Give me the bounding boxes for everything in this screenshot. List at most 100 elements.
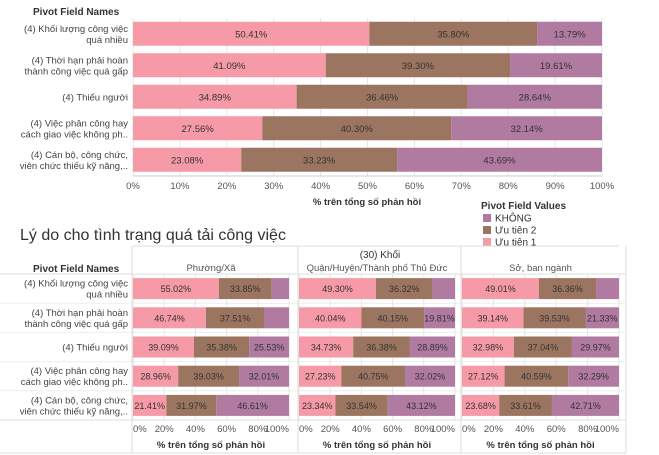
chart2-bar-khong <box>405 365 455 387</box>
chart1-bar-uu-tien-1 <box>133 53 326 78</box>
chart2-facet-label: Sở, ban ngành <box>509 263 572 274</box>
chart1-x-tick: 100% <box>590 181 615 192</box>
chart1-x-tick: 80% <box>499 181 519 192</box>
chart2-panel: Phường/Xã 0% 20% 40% 60% 80%100%% trên tổng s… <box>131 246 290 453</box>
chart2-bar-uu-tien-1 <box>133 365 179 387</box>
chart2-data-label: 32.01% <box>249 372 280 382</box>
chart1-category-label: (4) Khối lượng công việc quá nhiều <box>24 24 128 46</box>
chart1-category-label: (4) Việc phân công hay cách giao việc khô… <box>21 118 128 140</box>
chart2-x-axis-label: % trên tổng số phản hồi <box>323 440 431 451</box>
chart2-x-tick: 20% <box>321 424 341 435</box>
chart2-data-label: 21.41% <box>134 401 165 411</box>
chart2-x-axis-label: % trên tổng số phản hồi <box>157 440 265 451</box>
chart2-x-tick: 0% <box>133 424 147 435</box>
chart1-data-label: 33.23% <box>303 155 336 166</box>
legend-label: KHÔNG <box>495 212 532 225</box>
chart2-bar-uu-tien-1 <box>133 278 219 300</box>
chart2-data-label: 49.01% <box>485 284 516 294</box>
chart2-bar-uu-tien-2 <box>205 307 265 329</box>
chart1-category-label: (4) Thiếu người <box>62 92 128 103</box>
chart2-data-label: 29.97% <box>580 343 611 353</box>
chart1-data-label: 19.61% <box>540 61 573 72</box>
chart1-bar-khong <box>451 116 602 141</box>
chart2-bar-khong <box>271 278 289 300</box>
chart2-bar-khong <box>551 394 619 416</box>
chart2-data-label: 46.61% <box>237 401 268 411</box>
chart2-bar-uu-tien-1 <box>462 365 505 387</box>
chart2-data-label: 27.12% <box>468 372 499 382</box>
chart2-bar-khong <box>239 365 289 387</box>
chart2-data-label: 33.61% <box>510 401 541 411</box>
chart1-x-tick: 40% <box>311 181 331 192</box>
chart2-x-tick: 80% <box>578 424 598 435</box>
chart2-data-label: 40.75% <box>358 372 389 382</box>
chart2-facet-frame <box>0 245 627 454</box>
chart2-data-label: 46.74% <box>154 313 185 323</box>
chart2-bar-khong <box>387 394 455 416</box>
chart2-bar-uu-tien-2 <box>178 365 240 387</box>
chart2-title: Lý do cho tình trạng quá tải công việc <box>20 227 286 244</box>
chart2-x-tick: 40% <box>515 424 535 435</box>
chart1-data-label: 32.14% <box>511 124 544 135</box>
chart2-data-label: 55.02% <box>161 284 192 294</box>
chart1-data-label: 43.69% <box>483 155 516 166</box>
chart2-bar-khong <box>596 278 619 300</box>
chart2-category-label: (4) Thiếu người <box>62 343 128 354</box>
legend-label: Ưu tiên 1 <box>495 238 537 249</box>
chart1-bar-uu-tien-1 <box>133 116 263 141</box>
chart1-data-label: 40.30% <box>341 124 374 135</box>
chart2-data-label: 39.53% <box>539 313 570 323</box>
chart2-data-label: 40.04% <box>315 313 346 323</box>
chart1-x-tick: 70% <box>452 181 472 192</box>
chart1-data-label: 27.56% <box>182 124 215 135</box>
chart2-data-label: 32.29% <box>578 372 609 382</box>
chart2-category-label: (4) Thời hạn phải hoàn thành công việc qu… <box>24 308 128 330</box>
chart2-bar-khong <box>432 278 455 300</box>
chart2-data-label: 25.53% <box>254 343 285 353</box>
chart2-x-tick: 20% <box>484 424 504 435</box>
chart2-x-tick: 100% <box>265 424 290 435</box>
chart2-bar-uu-tien-2 <box>499 394 552 416</box>
chart2-bar-uu-tien-1 <box>462 278 539 300</box>
chart1-x-tick: 20% <box>217 181 237 192</box>
chart2-bar-uu-tien-2 <box>353 336 410 358</box>
chart2-x-tick: 60% <box>217 424 237 435</box>
chart2-facet-header: (30) Khối <box>360 249 401 261</box>
legend-swatch-uu-tien-1 <box>483 238 491 246</box>
chart2-data-label: 42.71% <box>570 401 601 411</box>
chart2-x-tick: 40% <box>352 424 372 435</box>
chart2-data-label: 32.02% <box>415 372 446 382</box>
chart1-bar-khong <box>397 147 602 172</box>
chart2-data-label: 27.23% <box>305 372 336 382</box>
chart1-data-label: 28.64% <box>519 92 552 103</box>
chart2-bar-khong <box>424 307 455 329</box>
chart2-x-tick: 80% <box>248 424 268 435</box>
chart2-bar-uu-tien-2 <box>523 307 586 329</box>
chart2-bar-khong <box>249 336 289 358</box>
chart2-panel: Quận/Huyện/Thành phố Thủ Đức 0% 20% 40% 60% 8… <box>297 246 456 453</box>
chart1-data-label: 36.46% <box>366 92 399 103</box>
chart2-data-label: 33.54% <box>346 401 377 411</box>
chart1-x-tick: 30% <box>264 181 284 192</box>
chart2-bar-uu-tien-2 <box>375 278 433 300</box>
chart1-bar-uu-tien-2 <box>296 84 468 109</box>
chart2-bar-khong <box>571 336 619 358</box>
chart2-bar-uu-tien-1 <box>299 278 376 300</box>
chart2-data-label: 39.09% <box>148 343 179 353</box>
chart2-data-label: 40.59% <box>521 372 552 382</box>
chart1-x-tick: 60% <box>405 181 425 192</box>
chart2-bar-uu-tien-1 <box>462 307 524 329</box>
chart1-data-label: 35.80% <box>437 29 470 40</box>
chart1-bar-uu-tien-1 <box>133 147 242 172</box>
chart1-bar-uu-tien-2 <box>325 53 511 78</box>
chart2-bar-uu-tien-2 <box>193 336 250 358</box>
chart2-bar-khong <box>264 307 289 329</box>
chart2-data-label: 39.14% <box>477 313 508 323</box>
chart2-panel: Sở, ban ngành 0% 20% 40% 60% 80%100%% trên tổ… <box>460 246 620 453</box>
chart1-category-labels: (4) Khối lượng công việc quá nhiều (4) Thờ… <box>20 24 129 172</box>
chart2-bar-uu-tien-2 <box>513 336 572 358</box>
chart1-bar-uu-tien-2 <box>241 147 398 172</box>
chart1-bar-uu-tien-1 <box>133 84 297 109</box>
chart1-x-tick: 50% <box>358 181 378 192</box>
